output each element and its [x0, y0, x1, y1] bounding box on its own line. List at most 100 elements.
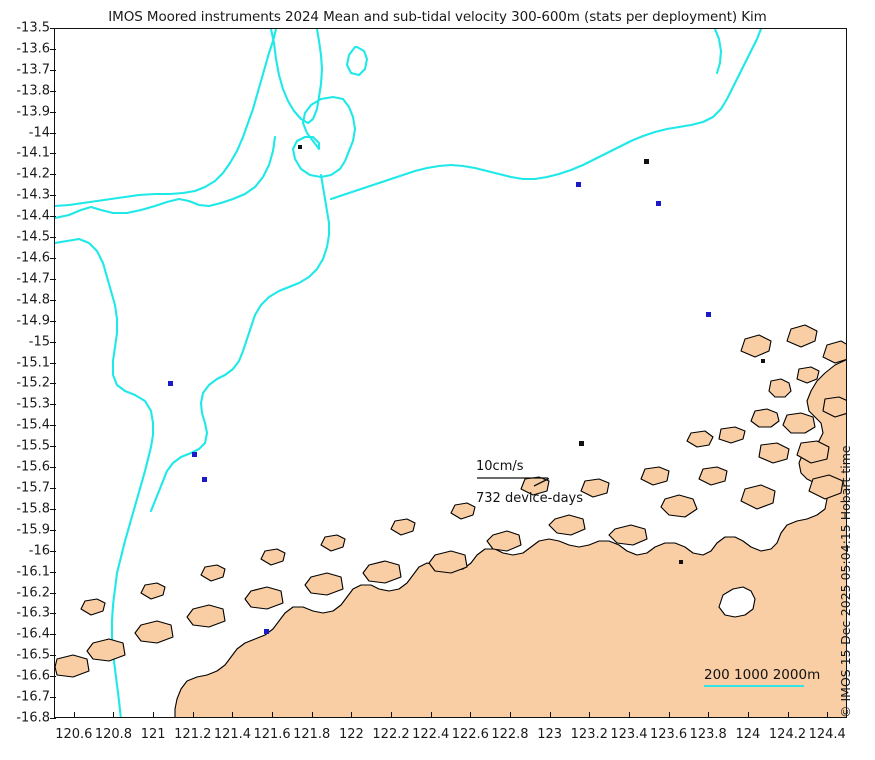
- y-tick-mark: [50, 529, 56, 531]
- x-tick-mark: [509, 712, 511, 718]
- y-tick-label: -15.7: [16, 480, 50, 496]
- island-08: [758, 442, 790, 464]
- y-tick-mark: [50, 508, 56, 510]
- contour-ne-corner: [713, 29, 723, 75]
- landmass-kimberley: [55, 324, 846, 717]
- mooring-marker[interactable]: [644, 159, 649, 164]
- velocity-scale-legend: 10cm/s 732 device-days: [476, 459, 636, 506]
- x-tick-mark: [827, 712, 829, 718]
- y-tick-label: -15.6: [16, 459, 50, 475]
- mooring-marker[interactable]: [656, 201, 661, 206]
- x-tick-mark: [192, 712, 194, 718]
- x-tick-mark: [113, 712, 115, 718]
- mooring-marker[interactable]: [579, 441, 584, 446]
- island-01: [768, 378, 792, 398]
- y-tick-mark: [50, 550, 56, 552]
- y-tick-mark: [50, 467, 56, 469]
- y-tick-mark: [50, 634, 56, 636]
- x-tick-mark: [73, 712, 75, 718]
- x-tick-label: 121.2: [174, 727, 212, 742]
- mooring-marker[interactable]: [576, 182, 581, 187]
- y-tick-mark: [50, 28, 56, 29]
- island-27: [390, 518, 416, 536]
- y-tick-label: -16.5: [16, 647, 50, 663]
- x-tick-mark: [232, 712, 234, 718]
- figure-title: IMOS Moored instruments 2024 Mean and su…: [108, 9, 767, 25]
- island-10: [660, 494, 698, 518]
- contour-northeast: [329, 29, 763, 201]
- credit-text: © IMOS 15-Dec-2025 05:04:15 Hobart time: [838, 445, 853, 718]
- y-tick-label: -14.2: [16, 166, 50, 182]
- island-29: [260, 548, 286, 566]
- mooring-marker[interactable]: [202, 477, 207, 482]
- island-35: [740, 334, 772, 358]
- x-tick-mark: [311, 712, 313, 718]
- contour-upper-left: [55, 135, 277, 220]
- island-13: [486, 530, 522, 552]
- y-tick-mark: [50, 425, 56, 427]
- y-tick-mark: [50, 132, 56, 134]
- island-09: [796, 440, 830, 464]
- x-tick-label: 123.6: [649, 727, 688, 742]
- y-tick-mark: [50, 571, 56, 573]
- map-plot-area: 10cm/s 732 device-days 200 1000 2000m: [54, 28, 847, 718]
- y-tick-label: -16.6: [16, 668, 50, 684]
- y-tick-mark: [50, 320, 56, 322]
- x-tick-label: 122.6: [451, 727, 489, 742]
- island-31: [140, 582, 166, 600]
- island-23: [580, 478, 610, 498]
- island-19: [134, 620, 174, 644]
- island-18: [186, 604, 226, 628]
- y-tick-label: -14.1: [16, 145, 50, 161]
- y-tick-label: -14.6: [16, 250, 50, 266]
- x-tick-mark: [787, 712, 789, 718]
- mooring-marker[interactable]: [761, 359, 765, 363]
- y-tick-label: -15.9: [16, 522, 50, 538]
- y-tick-label: -14.9: [16, 313, 50, 329]
- y-tick-label: -14.4: [16, 208, 50, 224]
- y-tick-mark: [50, 697, 56, 699]
- y-tick-mark: [50, 90, 56, 92]
- contour-closed-basin: [291, 95, 357, 179]
- island-12: [548, 514, 586, 536]
- island-07: [686, 430, 714, 448]
- island-16: [304, 572, 344, 596]
- y-tick-label: -16.7: [16, 689, 50, 705]
- coast-mainland: [174, 359, 846, 717]
- island-24: [640, 466, 670, 486]
- x-tick-label: 124.4: [808, 727, 846, 742]
- y-tick-mark: [50, 216, 56, 218]
- mooring-marker[interactable]: [298, 145, 302, 149]
- y-tick-label: -13.7: [16, 62, 50, 78]
- x-tick-mark: [668, 712, 670, 718]
- y-tick-label: -13.8: [16, 83, 50, 99]
- scale-label: 10cm/s: [476, 459, 524, 474]
- y-tick-label: -16: [28, 543, 50, 559]
- island-17: [244, 586, 284, 610]
- contour-200m-north: [269, 29, 324, 125]
- island-36: [786, 324, 818, 348]
- y-axis: -13.5 -13.6 -13.7 -13.8 -13.9 -14 -14.1 -14.2 -1…: [0, 21, 56, 726]
- y-tick-mark: [50, 613, 56, 615]
- coast-bay-notch: [718, 586, 756, 618]
- island-37: [822, 340, 846, 364]
- y-tick-mark: [50, 488, 56, 489]
- y-tick-label: -15.4: [16, 417, 50, 433]
- x-tick-label: 122.2: [372, 727, 410, 742]
- x-tick-label: 123.8: [689, 727, 727, 742]
- depth-legend-bar: [704, 685, 804, 687]
- mooring-marker[interactable]: [192, 452, 197, 457]
- x-tick-label: 121: [140, 727, 166, 742]
- x-tick-label: 121.4: [213, 727, 252, 742]
- island-14: [428, 550, 468, 574]
- mooring-marker[interactable]: [168, 381, 173, 386]
- mooring-marker[interactable]: [264, 629, 269, 634]
- x-tick-label: 120.8: [94, 727, 133, 742]
- contour-central: [149, 173, 331, 513]
- x-tick-label: 123.2: [570, 727, 608, 742]
- mooring-marker[interactable]: [706, 312, 711, 317]
- y-tick-label: -13.9: [16, 104, 50, 120]
- y-tick-label: -14.3: [16, 187, 50, 203]
- y-tick-label: -14.7: [16, 271, 50, 287]
- mooring-marker[interactable]: [679, 560, 683, 564]
